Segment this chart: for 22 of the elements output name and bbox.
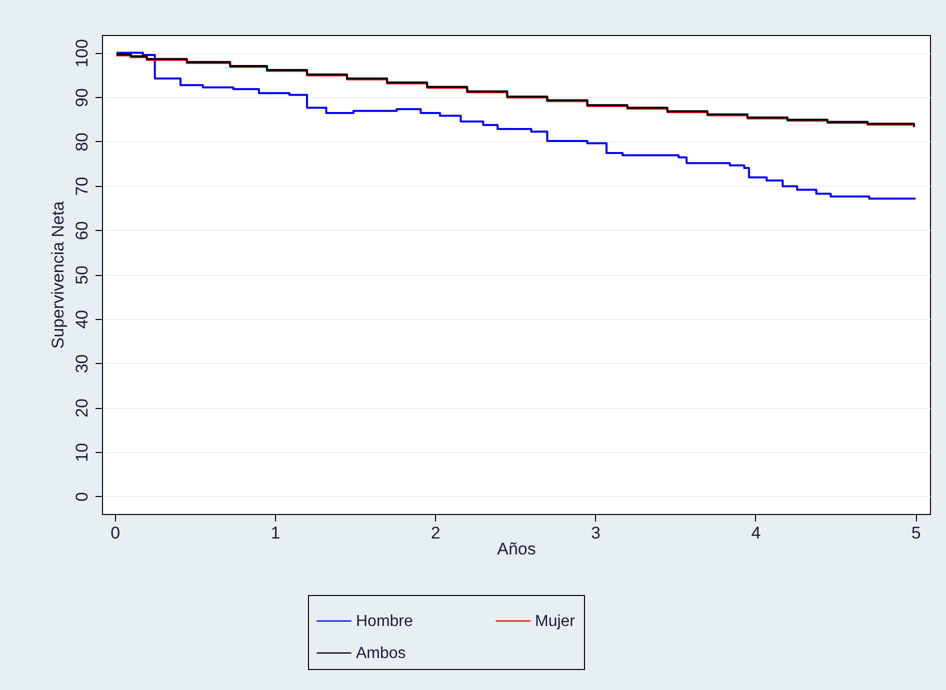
y-tick-label: 30 [72,354,92,374]
x-tick-label: 5 [911,524,921,542]
y-tick-label: 20 [72,398,92,418]
y-tick-label: 50 [72,266,92,284]
y-tick-label: 10 [72,442,92,462]
x-tick-label: 4 [751,524,761,542]
y-tick-label: 80 [72,132,92,152]
x-tick-label: 1 [270,524,280,542]
legend-label: Hombre [356,613,414,630]
y-tick-label: 70 [72,176,92,196]
y-tick-label: 60 [72,221,92,240]
y-tick-label: 90 [72,88,92,108]
y-tick-label: 100 [72,39,92,68]
x-tick-label: 0 [110,524,120,542]
x-axis-title: Años [497,540,536,558]
y-tick-label: 40 [72,310,92,329]
y-tick-label: 0 [72,492,92,502]
x-tick-label: 3 [591,524,601,542]
x-tick-label: 2 [430,524,440,542]
y-axis-title: Supervivencia Neta [48,200,68,349]
legend-label: Ambos [356,645,406,662]
legend-label: Mujer [535,613,576,630]
